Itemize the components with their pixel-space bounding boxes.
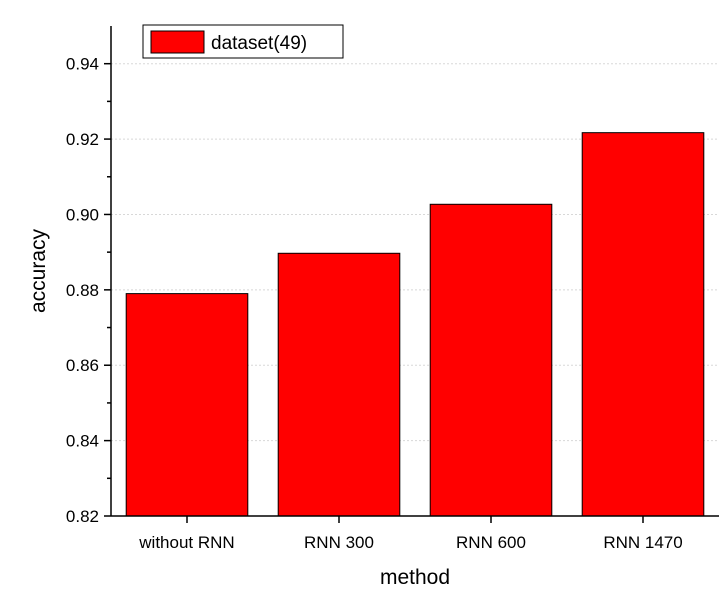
y-tick-label: 0.94 xyxy=(66,55,99,74)
legend-swatch xyxy=(150,30,205,54)
bar xyxy=(581,132,705,517)
y-ticks: 0.82 0.84 0.86 0.88 0.90 0.92 0.94 xyxy=(66,55,111,526)
x-tick-label: RNN 600 xyxy=(456,533,526,552)
x-tick-label: without RNN xyxy=(138,533,234,552)
y-tick-label: 0.92 xyxy=(66,130,99,149)
y-tick-label: 0.86 xyxy=(66,356,99,375)
x-ticks: without RNN RNN 300 RNN 600 RNN 1470 xyxy=(138,516,683,552)
y-tick-label: 0.82 xyxy=(66,507,99,526)
y-tick-label: 0.84 xyxy=(66,432,99,451)
y-tick-label: 0.90 xyxy=(66,205,99,224)
y-axis-title: accuracy xyxy=(27,228,50,313)
bar xyxy=(429,203,553,517)
axes xyxy=(110,26,719,517)
bar xyxy=(125,293,249,517)
bars xyxy=(125,132,705,517)
x-tick-label: RNN 300 xyxy=(304,533,374,552)
bar xyxy=(277,252,401,517)
y-tick-label: 0.88 xyxy=(66,281,99,300)
legend-label: dataset(49) xyxy=(211,33,307,54)
x-tick-label: RNN 1470 xyxy=(603,533,682,552)
x-axis-title: method xyxy=(380,566,450,589)
legend: dataset(49) xyxy=(142,24,344,59)
